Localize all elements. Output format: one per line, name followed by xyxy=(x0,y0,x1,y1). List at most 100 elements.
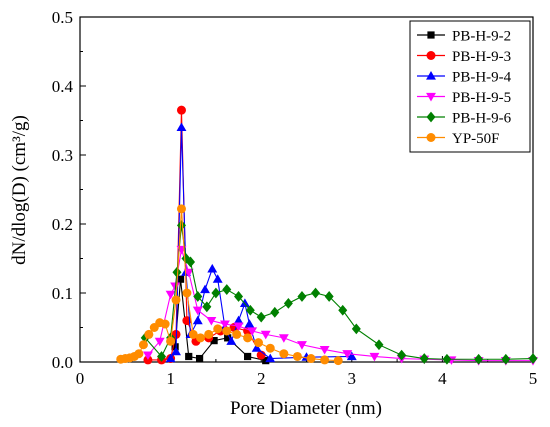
data-point-pb-h-9-2 xyxy=(262,357,270,365)
data-point-pb-h-9-4 xyxy=(233,315,244,325)
data-point-yp-50f xyxy=(253,338,263,348)
data-point-yp-50f xyxy=(320,355,330,365)
data-point-pb-h-9-2 xyxy=(195,354,204,363)
x-tick-label: 5 xyxy=(529,369,538,388)
data-point-pb-h-9-6 xyxy=(419,353,429,364)
x-tick-label: 4 xyxy=(438,369,447,388)
data-point-pb-h-9-6 xyxy=(157,351,167,362)
legend-marker xyxy=(426,51,436,60)
data-point-pb-h-9-5 xyxy=(319,345,330,355)
data-point-pb-h-9-4 xyxy=(251,343,262,352)
data-point-pb-h-9-2 xyxy=(210,337,218,345)
data-point-yp-50f xyxy=(306,354,316,364)
data-point-pb-h-9-6 xyxy=(297,291,307,302)
data-point-pb-h-9-5 xyxy=(247,327,258,336)
data-point-pb-h-9-2 xyxy=(244,352,252,361)
series-pb-h-9-6 xyxy=(140,219,538,365)
data-point-pb-h-9-6 xyxy=(338,304,348,316)
data-point-yp-50f xyxy=(204,329,214,339)
legend-label: YP-50F xyxy=(452,131,500,147)
data-point-yp-50f xyxy=(182,288,192,298)
series-line-yp-50f xyxy=(120,208,339,362)
data-point-yp-50f xyxy=(188,329,198,339)
data-point-pb-h-9-6 xyxy=(176,219,186,231)
data-point-pb-h-9-6 xyxy=(186,256,196,268)
y-tick-label: 0.2 xyxy=(52,215,73,234)
data-point-pb-h-9-4 xyxy=(165,353,176,363)
legend-label: PB-H-9-6 xyxy=(452,111,512,127)
data-point-pb-h-9-6 xyxy=(202,301,212,313)
data-point-yp-50f xyxy=(144,329,154,339)
data-point-pb-h-9-6 xyxy=(324,291,334,302)
data-point-pb-h-9-6 xyxy=(211,287,221,299)
y-tick-label: 0.1 xyxy=(52,284,73,303)
data-point-pb-h-9-4 xyxy=(212,274,223,283)
data-point-yp-50f xyxy=(292,351,302,361)
data-point-pb-h-9-6 xyxy=(234,291,244,302)
data-point-pb-h-9-4 xyxy=(176,122,187,131)
legend-marker xyxy=(427,31,435,39)
data-point-pb-h-9-5 xyxy=(278,334,289,343)
data-point-pb-h-9-6 xyxy=(193,291,203,302)
data-point-pb-h-9-6 xyxy=(528,353,538,364)
data-point-pb-h-9-6 xyxy=(283,297,293,309)
series-yp-50f xyxy=(116,204,343,366)
data-point-yp-50f xyxy=(134,349,144,359)
data-point-pb-h-9-2 xyxy=(224,334,232,342)
data-point-pb-h-9-5 xyxy=(297,341,307,350)
data-point-pb-h-9-6 xyxy=(222,284,232,295)
y-axis-label: dN/dlog(D) (cm³/g) xyxy=(9,115,30,265)
data-point-pb-h-9-5 xyxy=(342,350,353,359)
data-point-pb-h-9-2 xyxy=(176,275,185,283)
series-pb-h-9-5 xyxy=(143,245,538,366)
data-point-pb-h-9-4 xyxy=(200,284,210,294)
data-point-pb-h-9-6 xyxy=(172,266,182,278)
legend-marker xyxy=(426,133,436,142)
data-point-pb-h-9-5 xyxy=(183,268,194,278)
x-tick-label: 0 xyxy=(76,369,85,388)
legend-marker xyxy=(426,111,436,123)
legend-marker xyxy=(426,92,436,102)
data-point-pb-h-9-2 xyxy=(185,352,193,361)
data-point-pb-h-9-4 xyxy=(192,315,203,325)
data-point-yp-50f xyxy=(333,356,343,366)
data-point-pb-h-9-4 xyxy=(239,298,250,307)
y-tick-label: 0.5 xyxy=(52,8,73,27)
series-pb-h-9-2 xyxy=(171,275,270,365)
data-point-pb-h-9-6 xyxy=(442,353,452,365)
data-point-pb-h-9-5 xyxy=(220,320,230,329)
legend-label: PB-H-9-2 xyxy=(452,29,511,45)
data-point-yp-50f xyxy=(166,336,176,346)
data-point-pb-h-9-6 xyxy=(256,311,266,323)
data-point-pb-h-9-6 xyxy=(270,306,280,318)
data-point-pb-h-9-4 xyxy=(265,353,276,363)
data-point-pb-h-9-4 xyxy=(207,263,218,273)
plot-area xyxy=(116,105,538,366)
legend-label: PB-H-9-5 xyxy=(452,90,511,106)
data-point-pb-h-9-3 xyxy=(176,105,186,115)
data-point-pb-h-9-4 xyxy=(346,351,357,361)
legend-label: PB-H-9-4 xyxy=(452,70,512,86)
data-point-yp-50f xyxy=(171,295,181,305)
data-point-pb-h-9-2 xyxy=(171,343,179,351)
data-point-yp-50f xyxy=(176,204,186,214)
y-tick-label: 0.0 xyxy=(52,353,73,372)
data-point-pb-h-9-5 xyxy=(369,352,380,362)
data-point-pb-h-9-4 xyxy=(171,346,181,356)
data-point-pb-h-9-6 xyxy=(374,339,384,351)
data-point-pb-h-9-4 xyxy=(244,319,255,328)
y-axis-ticks: 0.0 0.1 0.2 0.3 0.4 0.5 xyxy=(52,8,86,372)
data-point-pb-h-9-4 xyxy=(226,336,237,345)
x-tick-label: 3 xyxy=(348,369,357,388)
data-point-yp-50f xyxy=(160,319,170,329)
y-tick-label: 0.4 xyxy=(52,77,74,96)
legend-label: PB-H-9-3 xyxy=(452,49,511,65)
x-tick-label: 2 xyxy=(257,369,266,388)
data-point-pb-h-9-5 xyxy=(206,317,217,326)
data-point-pb-h-9-5 xyxy=(154,337,165,347)
data-point-pb-h-9-6 xyxy=(351,323,361,335)
data-point-yp-50f xyxy=(265,343,275,353)
data-point-yp-50f xyxy=(232,329,242,339)
data-point-yp-50f xyxy=(138,340,148,350)
